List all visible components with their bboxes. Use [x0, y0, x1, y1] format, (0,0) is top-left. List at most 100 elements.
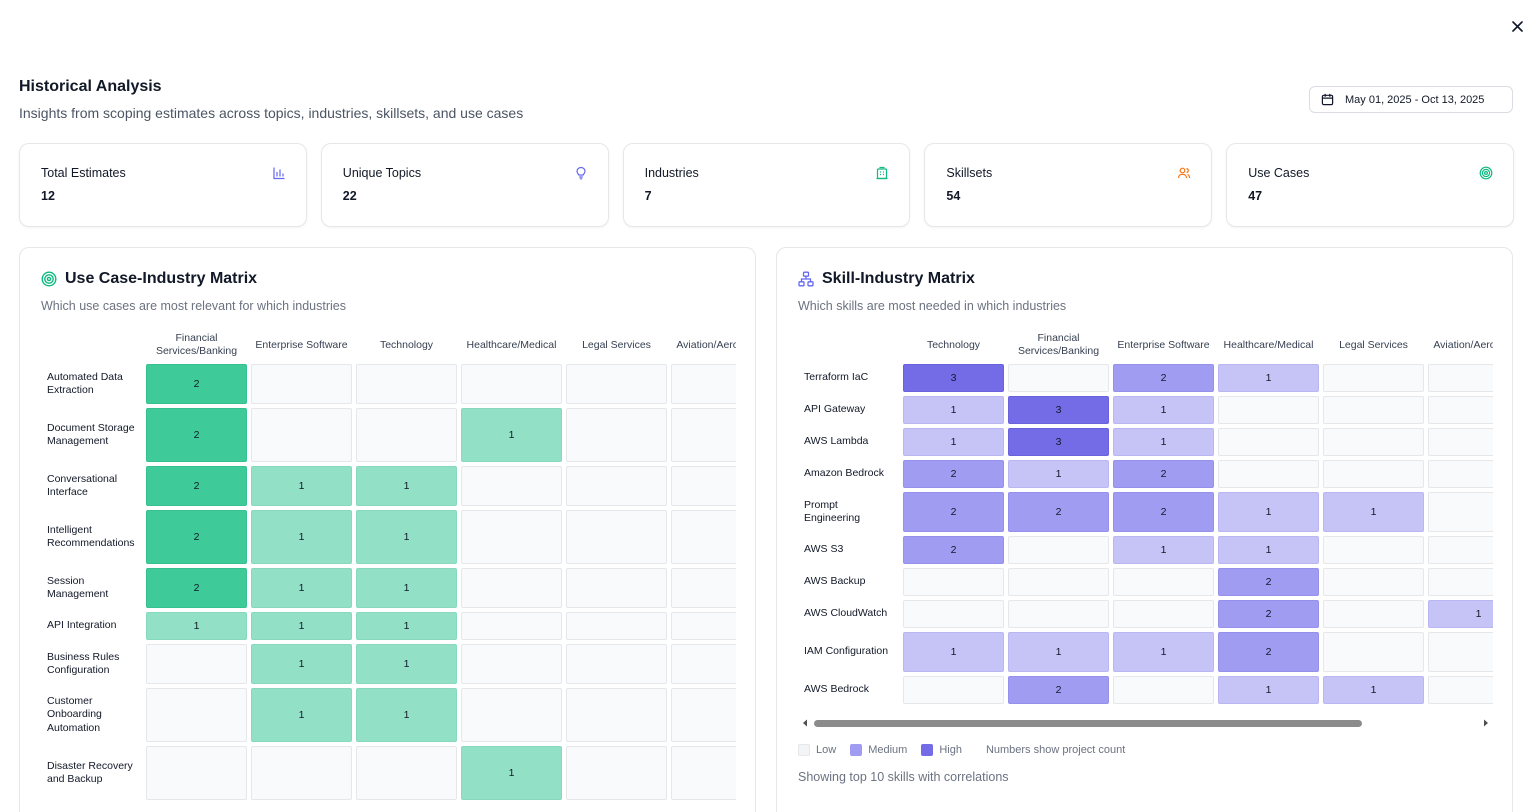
matrix-cell[interactable]: [903, 600, 1004, 628]
matrix-cell[interactable]: [1428, 492, 1493, 532]
matrix-cell[interactable]: [1113, 568, 1214, 596]
matrix-cell[interactable]: [1323, 364, 1424, 392]
matrix-cell[interactable]: 1: [251, 510, 352, 564]
matrix-cell[interactable]: [903, 568, 1004, 596]
matrix-cell[interactable]: [356, 408, 457, 462]
matrix-cell[interactable]: [1428, 536, 1493, 564]
matrix-cell[interactable]: [566, 746, 667, 800]
matrix-cell[interactable]: 1: [251, 688, 352, 742]
matrix-cell[interactable]: 2: [146, 466, 247, 506]
scroll-right-button[interactable]: [1479, 716, 1493, 730]
scroll-track[interactable]: [812, 716, 1479, 730]
matrix-cell[interactable]: [461, 364, 562, 404]
matrix-cell[interactable]: 2: [1008, 492, 1109, 532]
matrix-cell[interactable]: [566, 644, 667, 684]
matrix-cell[interactable]: [251, 364, 352, 404]
matrix-cell[interactable]: [461, 644, 562, 684]
matrix-cell[interactable]: [1008, 536, 1109, 564]
use-case-matrix-scroll[interactable]: Financial Services/Banking Enterprise Sof…: [41, 330, 736, 800]
matrix-cell[interactable]: 1: [461, 746, 562, 800]
scroll-thumb[interactable]: [814, 720, 1362, 727]
matrix-cell[interactable]: [671, 364, 736, 404]
matrix-cell[interactable]: [461, 688, 562, 742]
matrix-cell[interactable]: 2: [146, 364, 247, 404]
matrix-cell[interactable]: [1428, 428, 1493, 456]
matrix-cell[interactable]: 2: [146, 408, 247, 462]
matrix-cell[interactable]: [1218, 396, 1319, 424]
matrix-cell[interactable]: [671, 612, 736, 640]
horizontal-scrollbar[interactable]: [798, 716, 1493, 730]
matrix-cell[interactable]: [671, 746, 736, 800]
matrix-cell[interactable]: 1: [1323, 676, 1424, 704]
matrix-cell[interactable]: 1: [1218, 492, 1319, 532]
matrix-cell[interactable]: 1: [1218, 676, 1319, 704]
close-button[interactable]: [1508, 17, 1526, 35]
matrix-cell[interactable]: [461, 612, 562, 640]
matrix-cell[interactable]: [356, 746, 457, 800]
matrix-cell[interactable]: 1: [251, 644, 352, 684]
matrix-cell[interactable]: 2: [1218, 568, 1319, 596]
matrix-cell[interactable]: 3: [903, 364, 1004, 392]
matrix-cell[interactable]: 3: [1008, 396, 1109, 424]
matrix-cell[interactable]: 1: [1113, 536, 1214, 564]
matrix-cell[interactable]: 1: [1113, 632, 1214, 672]
matrix-cell[interactable]: 1: [903, 428, 1004, 456]
matrix-cell[interactable]: [1323, 396, 1424, 424]
matrix-cell[interactable]: [461, 510, 562, 564]
matrix-cell[interactable]: [671, 644, 736, 684]
matrix-cell[interactable]: [1113, 600, 1214, 628]
matrix-cell[interactable]: 1: [1008, 632, 1109, 672]
matrix-cell[interactable]: [1428, 364, 1493, 392]
matrix-cell[interactable]: 2: [146, 568, 247, 608]
matrix-cell[interactable]: 1: [146, 612, 247, 640]
matrix-cell[interactable]: 3: [1008, 428, 1109, 456]
matrix-cell[interactable]: [671, 466, 736, 506]
matrix-cell[interactable]: [1428, 632, 1493, 672]
matrix-cell[interactable]: 2: [1113, 492, 1214, 532]
date-range-picker[interactable]: May 01, 2025 - Oct 13, 2025: [1309, 86, 1513, 113]
matrix-cell[interactable]: 1: [903, 632, 1004, 672]
matrix-cell[interactable]: [903, 676, 1004, 704]
matrix-cell[interactable]: 1: [356, 644, 457, 684]
matrix-cell[interactable]: [566, 612, 667, 640]
matrix-cell[interactable]: 1: [1218, 536, 1319, 564]
matrix-cell[interactable]: [1113, 676, 1214, 704]
matrix-cell[interactable]: [356, 364, 457, 404]
matrix-cell[interactable]: 2: [1008, 676, 1109, 704]
matrix-cell[interactable]: [1008, 600, 1109, 628]
matrix-cell[interactable]: [251, 408, 352, 462]
matrix-cell[interactable]: [1323, 460, 1424, 488]
matrix-cell[interactable]: 2: [146, 510, 247, 564]
matrix-cell[interactable]: 1: [1323, 492, 1424, 532]
skill-matrix-scroll[interactable]: Technology Financial Services/Banking Ente…: [798, 330, 1493, 704]
matrix-cell[interactable]: [1428, 676, 1493, 704]
matrix-cell[interactable]: [566, 688, 667, 742]
matrix-cell[interactable]: [1428, 460, 1493, 488]
matrix-cell[interactable]: [1323, 632, 1424, 672]
matrix-cell[interactable]: 1: [356, 568, 457, 608]
matrix-cell[interactable]: 1: [903, 396, 1004, 424]
matrix-cell[interactable]: 1: [1008, 460, 1109, 488]
matrix-cell[interactable]: 1: [251, 568, 352, 608]
matrix-cell[interactable]: 2: [903, 492, 1004, 532]
matrix-cell[interactable]: [1218, 428, 1319, 456]
matrix-cell[interactable]: [671, 688, 736, 742]
scroll-left-button[interactable]: [798, 716, 812, 730]
matrix-cell[interactable]: [566, 568, 667, 608]
matrix-cell[interactable]: 1: [251, 612, 352, 640]
matrix-cell[interactable]: [146, 644, 247, 684]
matrix-cell[interactable]: [1428, 396, 1493, 424]
matrix-cell[interactable]: 2: [903, 536, 1004, 564]
matrix-cell[interactable]: [671, 568, 736, 608]
matrix-cell[interactable]: 2: [903, 460, 1004, 488]
matrix-cell[interactable]: [146, 688, 247, 742]
matrix-cell[interactable]: 2: [1218, 600, 1319, 628]
matrix-cell[interactable]: [1218, 460, 1319, 488]
matrix-cell[interactable]: 1: [356, 688, 457, 742]
matrix-cell[interactable]: [1323, 600, 1424, 628]
matrix-cell[interactable]: 1: [251, 466, 352, 506]
matrix-cell[interactable]: 1: [356, 510, 457, 564]
matrix-cell[interactable]: 1: [356, 466, 457, 506]
matrix-cell[interactable]: 1: [1428, 600, 1493, 628]
matrix-cell[interactable]: [566, 510, 667, 564]
